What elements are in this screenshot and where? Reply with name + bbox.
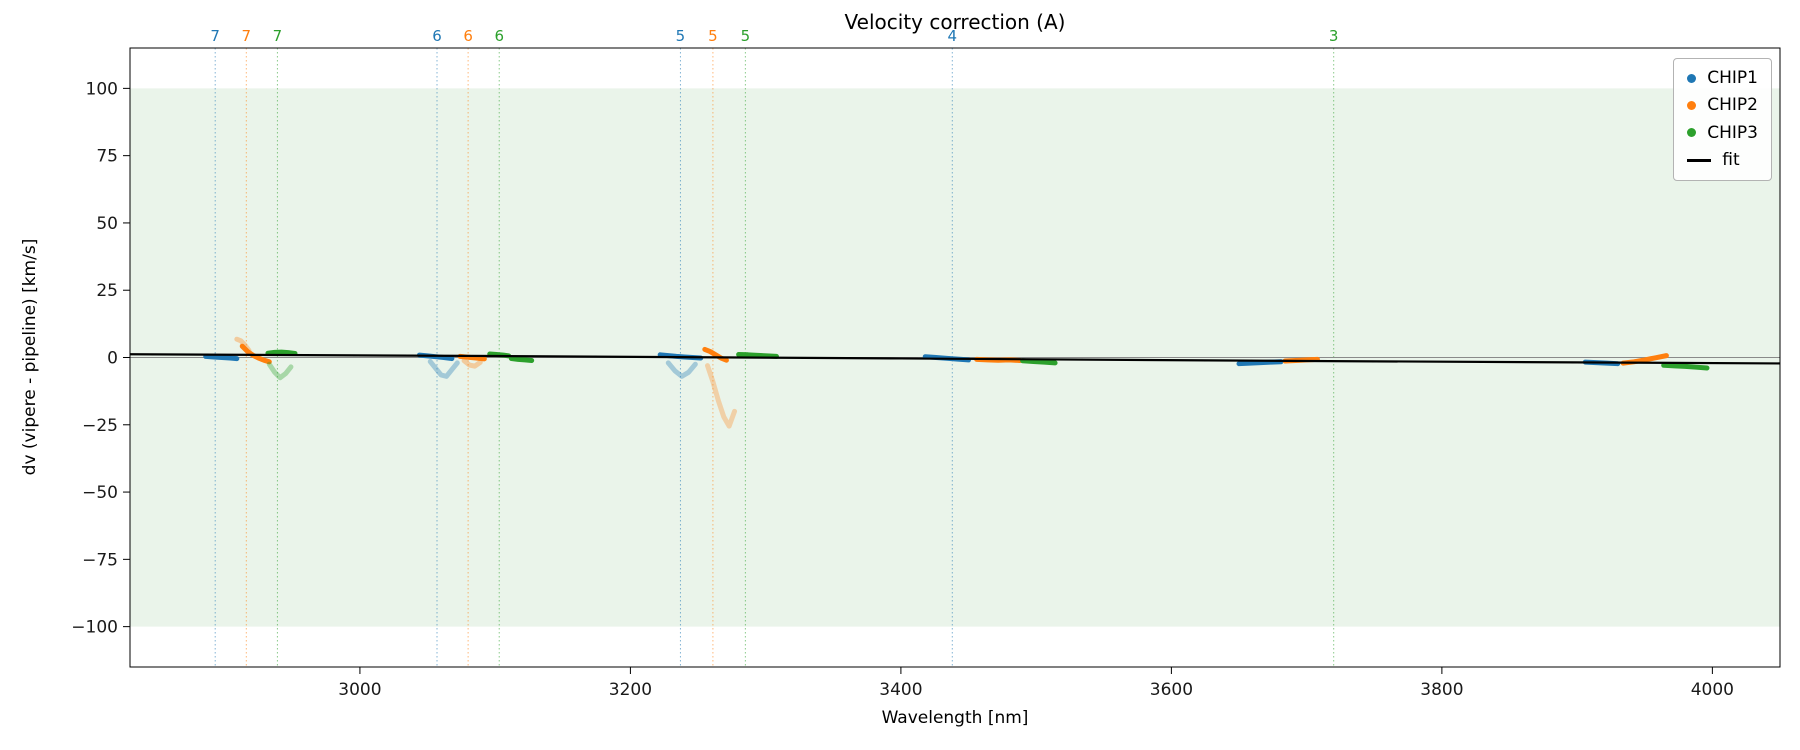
- x-tick-label: 3200: [609, 680, 652, 700]
- fit-line: [129, 353, 1781, 365]
- data-segment-CHIP1: [427, 359, 460, 379]
- order-marker-label: 7: [242, 27, 252, 45]
- legend-label: CHIP2: [1707, 95, 1758, 116]
- legend: CHIP1 CHIP2 CHIP3 fit: [1673, 58, 1772, 181]
- order-marker-label: 6: [494, 27, 504, 45]
- chip-dot-swatch-icon: [1687, 128, 1697, 138]
- order-marker-label: 5: [676, 27, 686, 45]
- y-tick-label: 75: [96, 147, 118, 167]
- order-marker-label: 6: [463, 27, 473, 45]
- y-tick-label: 25: [96, 281, 118, 301]
- x-axis-label: Wavelength [nm]: [881, 708, 1029, 728]
- chart-title: Velocity correction (A): [844, 10, 1066, 34]
- data-segment-CHIP3: [265, 349, 298, 356]
- data-segment-CHIP3: [266, 361, 294, 381]
- order-marker-label: 5: [741, 27, 751, 45]
- order-marker-label: 3: [1329, 27, 1339, 45]
- data-segment-CHIP1: [203, 353, 240, 362]
- data-segment-CHIP2: [702, 346, 729, 363]
- fit-line-swatch-icon: [1687, 158, 1712, 162]
- order-marker-label: 7: [273, 27, 283, 45]
- order-marker-label: 4: [948, 27, 958, 45]
- legend-label: CHIP3: [1707, 122, 1758, 143]
- y-tick-label: −75: [82, 550, 118, 570]
- legend-entry-fit: fit: [1687, 150, 1758, 170]
- legend-entry-chip1: CHIP1: [1687, 68, 1758, 88]
- x-tick-label: 4000: [1691, 680, 1734, 700]
- data-segment-CHIP2: [239, 343, 272, 365]
- data-segment-CHIP3: [736, 352, 779, 359]
- legend-label: CHIP1: [1707, 68, 1758, 88]
- data-segment-CHIP1: [665, 360, 698, 379]
- chip-dot-swatch-icon: [1687, 101, 1697, 111]
- y-tick-label: 50: [96, 214, 118, 234]
- y-tick-label: −100: [71, 618, 118, 638]
- y-tick-label: −50: [82, 483, 118, 503]
- data-segment-CHIP1: [1236, 359, 1284, 367]
- y-tick-label: 0: [107, 349, 118, 369]
- order-marker-label: 5: [708, 27, 718, 45]
- x-tick-label: 3800: [1420, 680, 1463, 700]
- y-tick-label: −25: [82, 416, 118, 436]
- chip-dot-swatch-icon: [1687, 73, 1697, 83]
- data-segment-CHIP3: [1661, 362, 1710, 371]
- x-tick-label: 3600: [1150, 680, 1193, 700]
- data-segment-CHIP2: [705, 363, 738, 429]
- data-segment-CHIP2: [461, 358, 483, 369]
- x-tick-label: 3400: [879, 680, 922, 700]
- x-tick-label: 3000: [338, 680, 381, 700]
- data-segment-CHIP3: [1020, 358, 1058, 366]
- legend-entry-chip3: CHIP3: [1687, 123, 1758, 143]
- legend-entry-chip2: CHIP2: [1687, 95, 1758, 115]
- data-segment-CHIP3: [508, 356, 535, 363]
- y-tick-label: 100: [86, 79, 118, 99]
- order-marker-label: 7: [210, 27, 220, 45]
- legend-label: fit: [1722, 150, 1740, 171]
- order-marker-label: 6: [432, 27, 442, 45]
